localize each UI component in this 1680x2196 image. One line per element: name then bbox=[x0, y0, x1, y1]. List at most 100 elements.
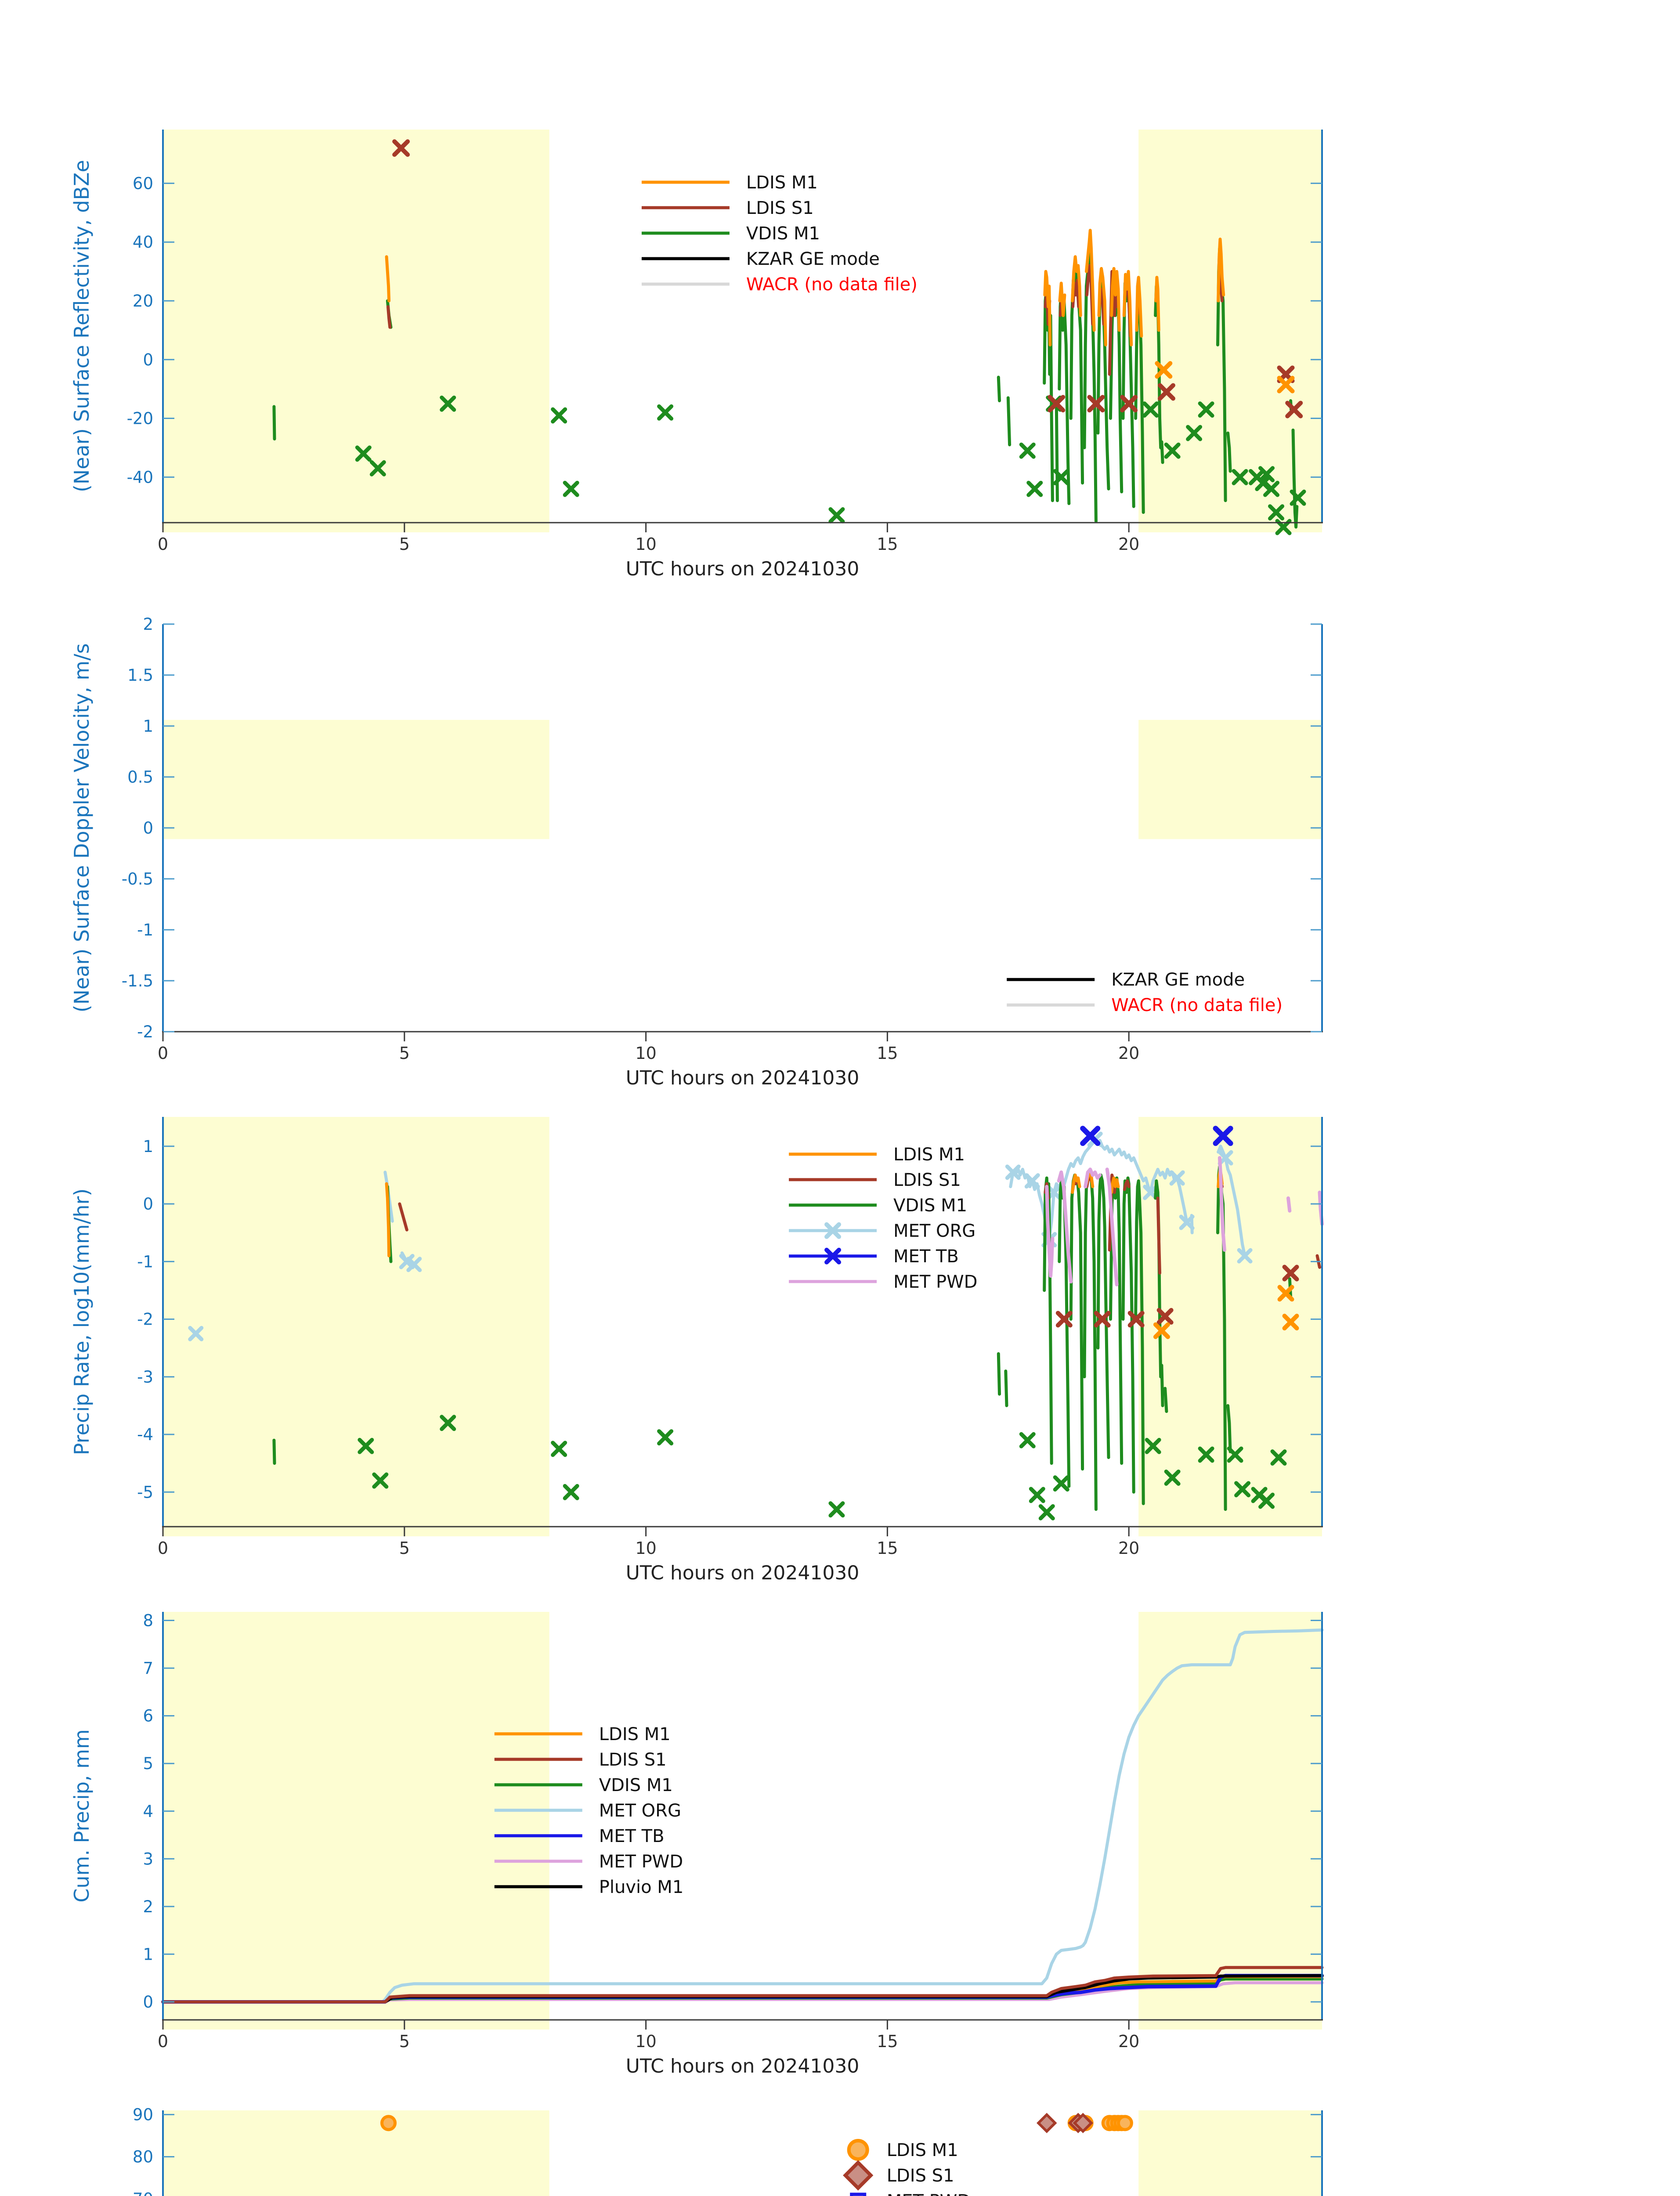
legend-item-label: Pluvio M1 bbox=[599, 1877, 684, 1897]
legend-square-swatch bbox=[850, 2192, 867, 2196]
y-tick-label: 1 bbox=[143, 1945, 153, 1964]
chart-panel-5 bbox=[162, 2110, 1323, 2196]
x-marker bbox=[1263, 480, 1280, 497]
x-marker bbox=[372, 1472, 389, 1489]
x-tick-label: 20 bbox=[1118, 1044, 1139, 1063]
legend-item-label: KZAR GE mode bbox=[746, 249, 880, 269]
data-line bbox=[1045, 1156, 1324, 1286]
x-marker bbox=[1145, 1438, 1161, 1454]
x-marker bbox=[1019, 442, 1036, 459]
qc-flag-band bbox=[163, 720, 549, 839]
x-marker bbox=[551, 1441, 567, 1457]
series-ldis-s1-codes bbox=[1036, 2113, 1093, 2134]
legend-item bbox=[847, 2138, 869, 2161]
x-tick-label: 10 bbox=[635, 1539, 656, 1558]
x-marker bbox=[1277, 1285, 1294, 1302]
code-circle-marker bbox=[1116, 2115, 1133, 2131]
y-tick-label: 0 bbox=[143, 819, 153, 838]
y-axis-title: Cum. Precip, mm bbox=[70, 1729, 94, 1903]
legend-item-label: VDIS M1 bbox=[746, 224, 820, 244]
y-tick-label: -40 bbox=[127, 468, 153, 487]
y-tick-label: 2 bbox=[143, 1897, 153, 1916]
x-tick-label: 5 bbox=[399, 1044, 410, 1063]
qc-flag-band bbox=[163, 130, 549, 532]
y-tick-label: 1 bbox=[143, 717, 153, 736]
y-tick-label: -1.5 bbox=[122, 972, 153, 990]
x-axis-title: UTC hours on 20241030 bbox=[626, 1562, 860, 1584]
x-tick-label: 5 bbox=[399, 2032, 410, 2051]
x-marker bbox=[1237, 1248, 1253, 1264]
x-tick-label: 15 bbox=[877, 1539, 898, 1558]
qc-flag-band bbox=[1138, 720, 1322, 839]
legend-item-label: LDIS S1 bbox=[746, 198, 814, 218]
x-tick-label: 20 bbox=[1118, 1539, 1139, 1558]
qc-flag-band bbox=[163, 1612, 549, 2030]
x-tick-label: 20 bbox=[1118, 535, 1139, 554]
x-marker bbox=[1053, 469, 1069, 485]
x-marker bbox=[1048, 395, 1066, 413]
x-tick-label: 20 bbox=[1118, 2032, 1139, 2051]
legend-item-label: VDIS M1 bbox=[599, 1775, 673, 1795]
x-marker bbox=[1198, 401, 1214, 418]
x-marker bbox=[188, 1326, 204, 1341]
legend-item-label: KZAR GE mode bbox=[1111, 970, 1245, 990]
x-tick-label: 0 bbox=[158, 2032, 168, 2051]
legend-item-label: MET PWD bbox=[599, 1852, 683, 1872]
y-axis-title: Precip Rate, log10(mm/hr) bbox=[70, 1188, 94, 1455]
x-tick-label: 15 bbox=[877, 1044, 898, 1063]
legend-item-label: LDIS M1 bbox=[887, 2140, 958, 2160]
y-tick-label: 0 bbox=[143, 350, 153, 369]
legend-item-label: MET TB bbox=[599, 1826, 665, 1846]
legend-item-label: WACR (no data file) bbox=[1111, 995, 1283, 1015]
x-marker bbox=[1164, 1469, 1181, 1486]
y-tick-label: -0.5 bbox=[122, 870, 153, 889]
series-vdis-m1-flags bbox=[358, 1415, 1287, 1521]
x-marker bbox=[828, 1501, 845, 1518]
code-circle-marker bbox=[380, 2115, 397, 2131]
x-marker bbox=[1155, 361, 1173, 379]
y-tick-label: 0.5 bbox=[127, 768, 153, 787]
x-marker bbox=[563, 480, 579, 497]
x-tick-label: 0 bbox=[158, 1539, 168, 1558]
legend-item-label: WACR (no data file) bbox=[746, 274, 918, 295]
series-met-tb-flags bbox=[1080, 1126, 1233, 1146]
y-tick-label: 1 bbox=[143, 1137, 153, 1156]
chart-panel-2 bbox=[162, 623, 1323, 1041]
y-tick-label: -4 bbox=[137, 1425, 153, 1444]
x-marker bbox=[657, 404, 674, 421]
legend-item-label: LDIS M1 bbox=[893, 1145, 965, 1165]
x-marker bbox=[1005, 1164, 1021, 1180]
x-marker bbox=[657, 1429, 674, 1446]
x-marker bbox=[1282, 1314, 1299, 1331]
y-tick-label: 40 bbox=[133, 233, 153, 252]
x-marker bbox=[1156, 1308, 1174, 1325]
x-tick-label: 0 bbox=[158, 1044, 168, 1063]
series-ldis-m1-flags bbox=[1153, 1285, 1299, 1339]
x-marker bbox=[1142, 401, 1159, 418]
x-marker bbox=[1157, 383, 1175, 401]
chart-panel-1 bbox=[162, 130, 1323, 535]
x-marker bbox=[1186, 425, 1203, 441]
legend-item-label: MET PWD bbox=[887, 2191, 971, 2196]
x-marker bbox=[1258, 1492, 1275, 1509]
legend-item-label: LDIS S1 bbox=[887, 2166, 954, 2186]
data-line bbox=[161, 1628, 1324, 2004]
x-marker bbox=[1285, 401, 1303, 419]
x-tick-label: 10 bbox=[635, 1044, 656, 1063]
series-ldis-m1 bbox=[385, 228, 1225, 347]
x-marker bbox=[1258, 466, 1275, 483]
y-tick-label: 90 bbox=[133, 2106, 153, 2124]
legend-item bbox=[789, 1222, 877, 1239]
y-tick-label: -2 bbox=[137, 1310, 153, 1329]
x-axis-title: UTC hours on 20241030 bbox=[626, 558, 860, 580]
x-marker bbox=[1053, 1475, 1069, 1492]
y-tick-label: -2 bbox=[137, 1022, 153, 1041]
x-tick-label: 15 bbox=[877, 2032, 898, 2051]
qc-flag-band bbox=[1138, 2110, 1322, 2196]
x-marker bbox=[1268, 504, 1285, 521]
legend-diamond-swatch bbox=[843, 2160, 874, 2191]
x-marker bbox=[1087, 395, 1105, 413]
y-tick-label: 8 bbox=[143, 1611, 153, 1630]
x-marker bbox=[1120, 395, 1138, 413]
legend-item bbox=[850, 2192, 867, 2196]
